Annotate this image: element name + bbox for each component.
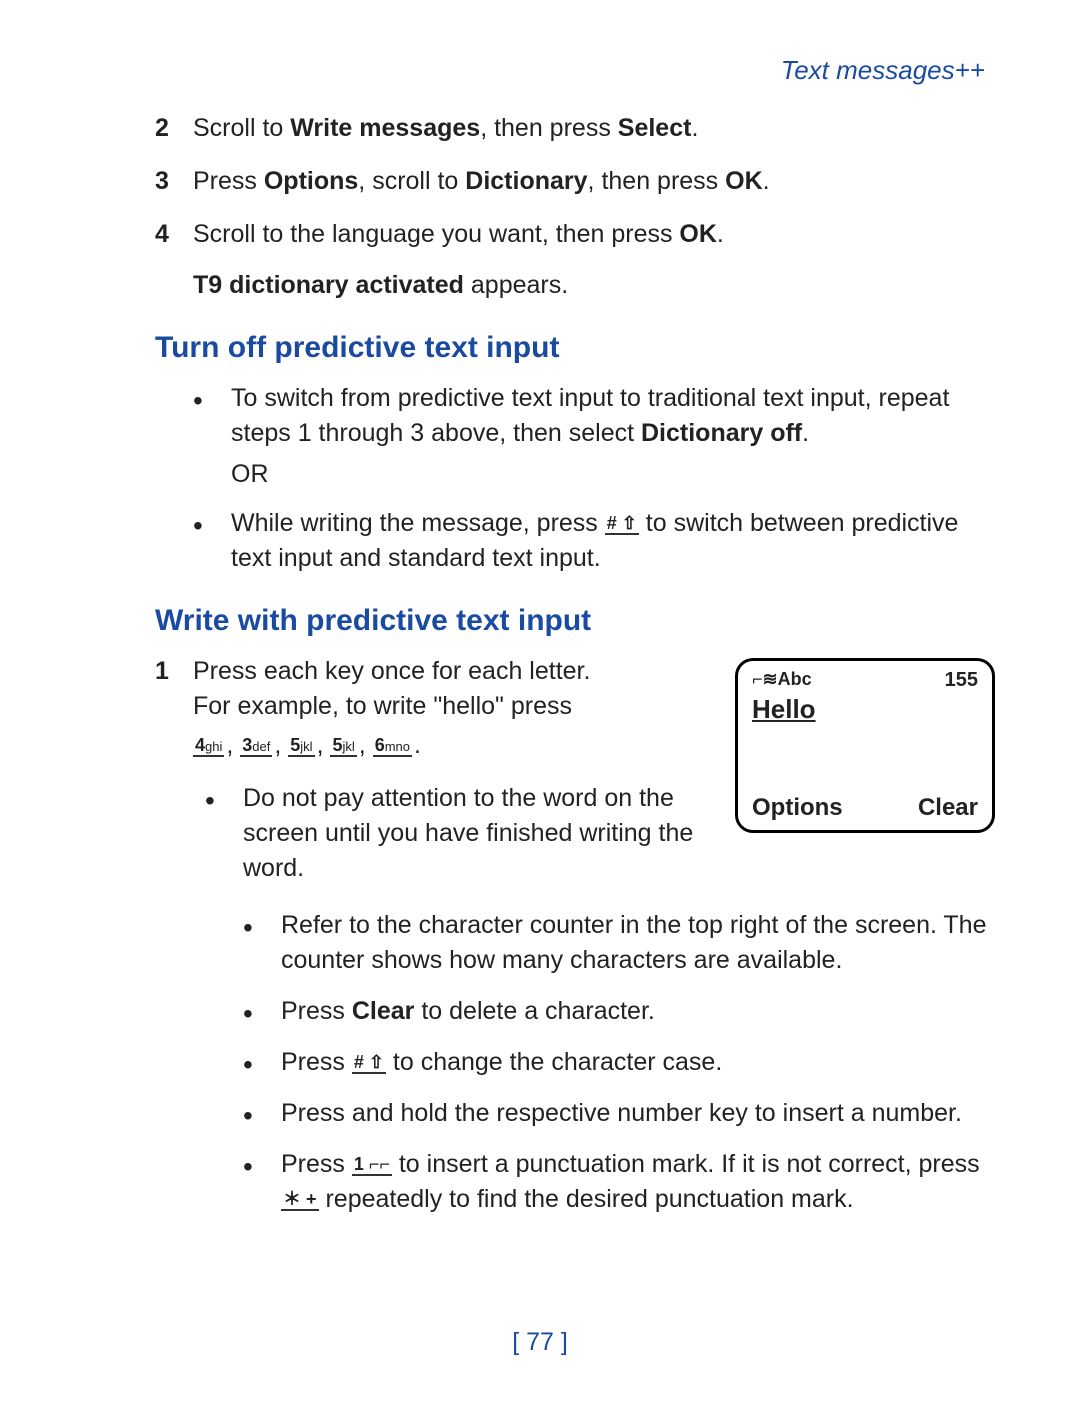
step-number: 1 <box>155 654 193 763</box>
step-number: 3 <box>155 164 193 199</box>
char-counter: 155 <box>945 669 978 692</box>
sub-item-4: Press to change the character case. <box>243 1045 995 1080</box>
typed-word: Hello <box>752 694 978 725</box>
step-text: Press Options, scroll to Dictionary, the… <box>193 164 995 199</box>
step-number: 2 <box>155 111 193 146</box>
write-row: 1 Press each key once for each letter. F… <box>155 654 995 902</box>
hash-key-icon <box>605 513 639 535</box>
turnoff-bullets: To switch from predictive text input to … <box>193 381 995 576</box>
sub-item-2: Refer to the character counter in the to… <box>243 908 995 978</box>
or-text: OR <box>231 457 995 492</box>
star-key-icon <box>281 1189 319 1211</box>
sub-item-1: Do not pay attention to the word on the … <box>205 781 715 886</box>
input-mode-indicator: ⌐≋Abc <box>752 669 812 692</box>
turnoff-item-1: To switch from predictive text input to … <box>193 381 995 492</box>
phone-screen-mockup: ⌐≋Abc 155 Hello Options Clear <box>735 658 995 833</box>
one-key-icon <box>352 1154 392 1176</box>
step-2: 2 Scroll to Write messages, then press S… <box>155 111 995 146</box>
turnoff-heading: Turn off predictive text input <box>155 331 995 365</box>
sub-item-6: Press to insert a punctuation mark. If i… <box>243 1147 995 1217</box>
numbered-steps: 2 Scroll to Write messages, then press S… <box>155 111 995 303</box>
step-4: 4 Scroll to the language you want, then … <box>155 217 995 303</box>
write-step-1: 1 Press each key once for each letter. F… <box>155 654 715 763</box>
write-heading: Write with predictive text input <box>155 604 995 638</box>
key-6mno: 6mno <box>373 735 412 757</box>
step-text: Press each key once for each letter. For… <box>193 654 715 763</box>
key-5jkl: 5jkl <box>288 735 314 757</box>
hash-key-icon <box>352 1052 386 1074</box>
step-3: 3 Press Options, scroll to Dictionary, t… <box>155 164 995 199</box>
key-4ghi: 4ghi <box>193 735 224 757</box>
page-number: [ 77 ] <box>0 1328 1080 1357</box>
step-text: Scroll to Write messages, then press Sel… <box>193 111 995 146</box>
sub-item-5: Press and hold the respective number key… <box>243 1096 995 1131</box>
key-sequence: 4ghi, 3def, 5jkl, 5jkl, 6mno. <box>193 728 715 763</box>
write-sub-bullets: Refer to the character counter in the to… <box>243 908 995 1217</box>
key-5jkl: 5jkl <box>330 735 356 757</box>
step-text: Scroll to the language you want, then pr… <box>193 217 995 303</box>
sub-item-3: Press Clear to delete a character. <box>243 994 995 1029</box>
turnoff-item-2: While writing the message, press to swit… <box>193 506 995 576</box>
softkey-clear: Clear <box>918 794 978 822</box>
write-left-col: 1 Press each key once for each letter. F… <box>155 654 715 902</box>
section-header: Text messages++ <box>155 55 995 86</box>
step-number: 4 <box>155 217 193 303</box>
softkey-options: Options <box>752 794 843 822</box>
key-3def: 3def <box>240 735 272 757</box>
